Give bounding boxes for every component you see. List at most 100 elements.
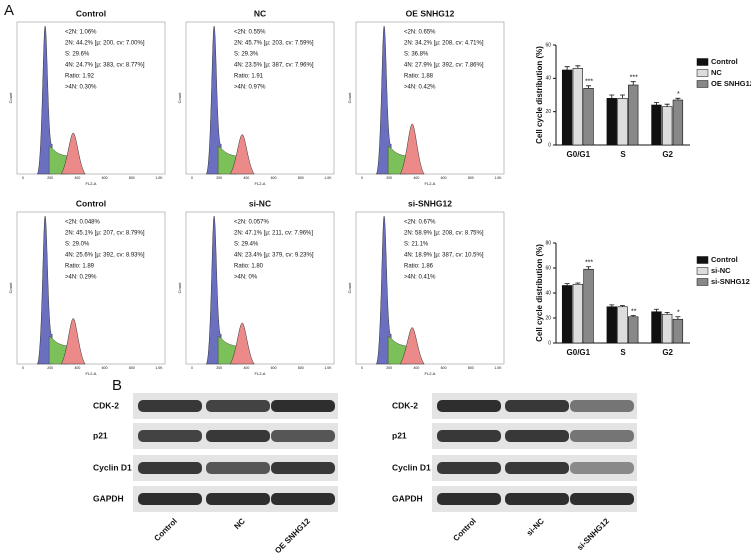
blot-band	[437, 462, 501, 474]
g1-peak	[205, 25, 222, 175]
bar	[628, 316, 639, 344]
histogram-title: Control	[76, 198, 106, 208]
histogram-stat: 2N: 44.2% [μ: 200, cv: 7.00%]	[65, 41, 145, 47]
x-axis-label: FL2-A	[425, 371, 436, 376]
g2-peak	[229, 322, 255, 365]
g2-peak	[399, 123, 425, 175]
x-axis-label: FL2-A	[255, 371, 266, 376]
histogram-stat: <2N: 0.057%	[234, 220, 270, 226]
x-tick-label: 0	[191, 176, 193, 180]
bar	[617, 306, 628, 344]
histogram-stat: Ratio: 1.80	[234, 264, 264, 270]
blot-band	[206, 493, 270, 505]
histogram-title: OE SNHG12	[406, 8, 455, 18]
bar	[672, 99, 684, 146]
error-bar	[575, 282, 581, 285]
y-tick-label: 20	[545, 315, 551, 321]
x-tick-label: 0	[22, 366, 24, 370]
x-tick-label: 1.0K	[324, 366, 332, 370]
x-tick-label: 1.0K	[494, 176, 502, 180]
histogram-stat: Ratio: 1.91	[234, 74, 264, 80]
x-tick-label: 0	[361, 176, 363, 180]
y-axis-label: Count	[347, 92, 352, 104]
row-label: CDK-2	[93, 400, 119, 410]
column-label: Control	[152, 517, 178, 543]
error-bar	[586, 85, 592, 89]
blot-band	[570, 462, 634, 474]
histogram-stat: 2N: 58.9% [μ: 208, cv: 8.75%]	[404, 231, 484, 237]
significance: **	[631, 308, 637, 315]
x-axis-label: FL2-A	[86, 371, 97, 376]
histogram-stat: 2N: 45.1% [μ: 207, cv: 8.79%]	[65, 231, 145, 237]
bar	[583, 88, 594, 146]
bar	[583, 268, 594, 344]
blot-band	[505, 462, 569, 474]
histogram-stat: 4N: 27.9% [μ: 392, cv: 7.86%]	[404, 63, 484, 69]
histogram-stat: <2N: 0.048%	[65, 220, 101, 226]
error-bar	[620, 305, 625, 307]
legend-label: Control	[711, 57, 738, 66]
histogram-stat: S: 29.3%	[234, 52, 259, 58]
bar	[628, 84, 639, 146]
x-tick-label: 800	[468, 176, 474, 180]
column-label: si-SNHG12	[575, 516, 611, 552]
histogram-stat: 4N: 18.9% [μ: 387, cv: 10.5%]	[404, 253, 484, 259]
x-tick-label: 400	[74, 366, 80, 370]
row-label: CDK-2	[392, 400, 418, 410]
x-axis-label: FL2-A	[86, 181, 97, 186]
x-tick-label: G2	[662, 348, 673, 357]
x-tick-label: 600	[441, 176, 447, 180]
x-tick-label: S	[620, 150, 626, 159]
legend-swatch	[696, 69, 709, 77]
x-tick-label: 400	[243, 366, 249, 370]
bar	[662, 313, 673, 344]
row-label: Cyclin D1	[93, 462, 132, 472]
bar	[561, 285, 573, 344]
histogram-stat: >4N: 0.42%	[404, 85, 436, 91]
histogram-stat: Ratio: 1.88	[404, 74, 434, 80]
error-bar	[664, 103, 670, 107]
column-label: si-NC	[525, 516, 546, 537]
blot-band	[570, 400, 634, 412]
column-label: NC	[232, 516, 247, 531]
significance: ***	[585, 79, 593, 86]
x-tick-label: 600	[102, 366, 108, 370]
histogram-stat: S: 21.1%	[404, 242, 429, 248]
legend-swatch	[696, 58, 709, 66]
bar	[617, 98, 628, 146]
histogram-title: si-SNHG12	[408, 198, 452, 208]
g2-peak	[399, 327, 425, 365]
blot-band	[138, 400, 202, 412]
histogram-frame	[16, 211, 166, 365]
blot-band	[206, 400, 270, 412]
x-tick-label: 800	[129, 176, 135, 180]
legend-label: NC	[711, 68, 722, 77]
y-axis-label: Count	[8, 92, 13, 104]
g1-peak	[375, 25, 392, 175]
x-tick-label: 200	[47, 176, 53, 180]
histogram-stat: 2N: 34.2% [μ: 208, cv: 4.71%]	[404, 41, 484, 47]
histogram-frame	[355, 211, 505, 365]
error-bar	[564, 283, 570, 286]
histogram-stat: 4N: 25.6% [μ: 392, cv: 8.93%]	[65, 253, 145, 259]
blot-band	[505, 430, 569, 442]
x-axis-label: FL2-A	[255, 181, 266, 186]
y-tick-label: 20	[545, 109, 551, 115]
blot-band	[570, 430, 634, 442]
legend-label: OE SNHG12	[711, 79, 751, 88]
histogram-stat: 4N: 23.4% [μ: 379, cv: 9.23%]	[234, 253, 314, 259]
histogram-stat: S: 29.4%	[234, 242, 259, 248]
g1-peak	[375, 215, 392, 365]
legend-label: si-NC	[711, 266, 731, 275]
bar	[572, 68, 583, 146]
histogram-stat: 4N: 23.5% [μ: 387, cv: 7.96%]	[234, 63, 314, 69]
blot-band	[271, 430, 335, 442]
bar	[672, 318, 684, 344]
legend-swatch	[696, 267, 709, 275]
bar	[662, 106, 673, 146]
row-label: Cyclin D1	[392, 462, 431, 472]
histogram-frame	[185, 211, 335, 365]
g2-peak	[60, 318, 86, 365]
histogram-stat: >4N: 0%	[234, 275, 258, 281]
